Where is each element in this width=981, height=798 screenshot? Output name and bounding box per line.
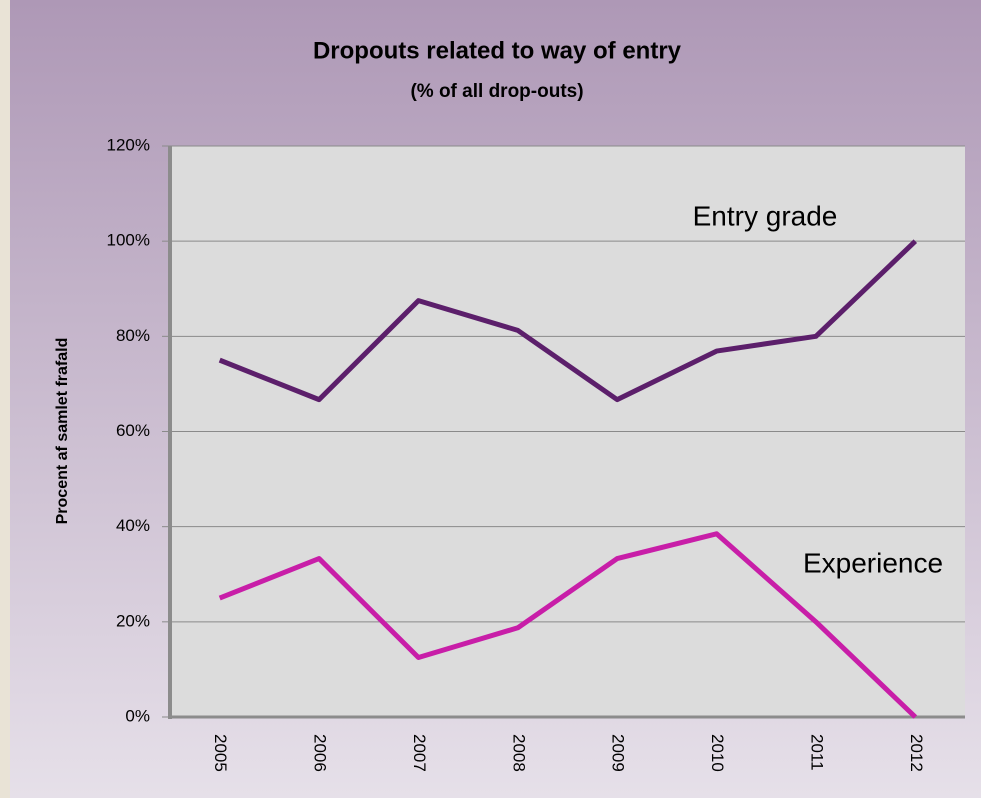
x-tick-label: 2005	[211, 734, 230, 772]
x-tick-label: 2006	[311, 734, 330, 772]
x-tick-label: 2008	[509, 734, 528, 772]
y-tick-label: 40%	[116, 516, 150, 535]
series-label: Experience	[803, 547, 943, 578]
series-label: Entry grade	[693, 200, 838, 231]
chart-subtitle: (% of all drop-outs)	[410, 81, 583, 102]
y-tick-label: 120%	[107, 135, 150, 154]
x-tick-label: 2010	[708, 734, 727, 772]
series-line	[218, 531, 918, 719]
x-tick-label: 2007	[410, 734, 429, 772]
x-tick-label: 2009	[609, 734, 628, 772]
y-tick-label: 80%	[116, 326, 150, 345]
y-tick-label: 20%	[116, 611, 150, 630]
y-axis-label: Procent af samlet frafald	[54, 338, 71, 525]
x-tick-label: 2012	[907, 734, 926, 772]
series-line	[218, 239, 918, 403]
y-tick-label: 0%	[125, 706, 150, 725]
chart-title: Dropouts related to way of entry	[313, 37, 682, 64]
x-tick-label: 2011	[807, 734, 826, 771]
y-tick-label: 100%	[107, 231, 150, 250]
y-tick-label: 60%	[116, 421, 150, 440]
